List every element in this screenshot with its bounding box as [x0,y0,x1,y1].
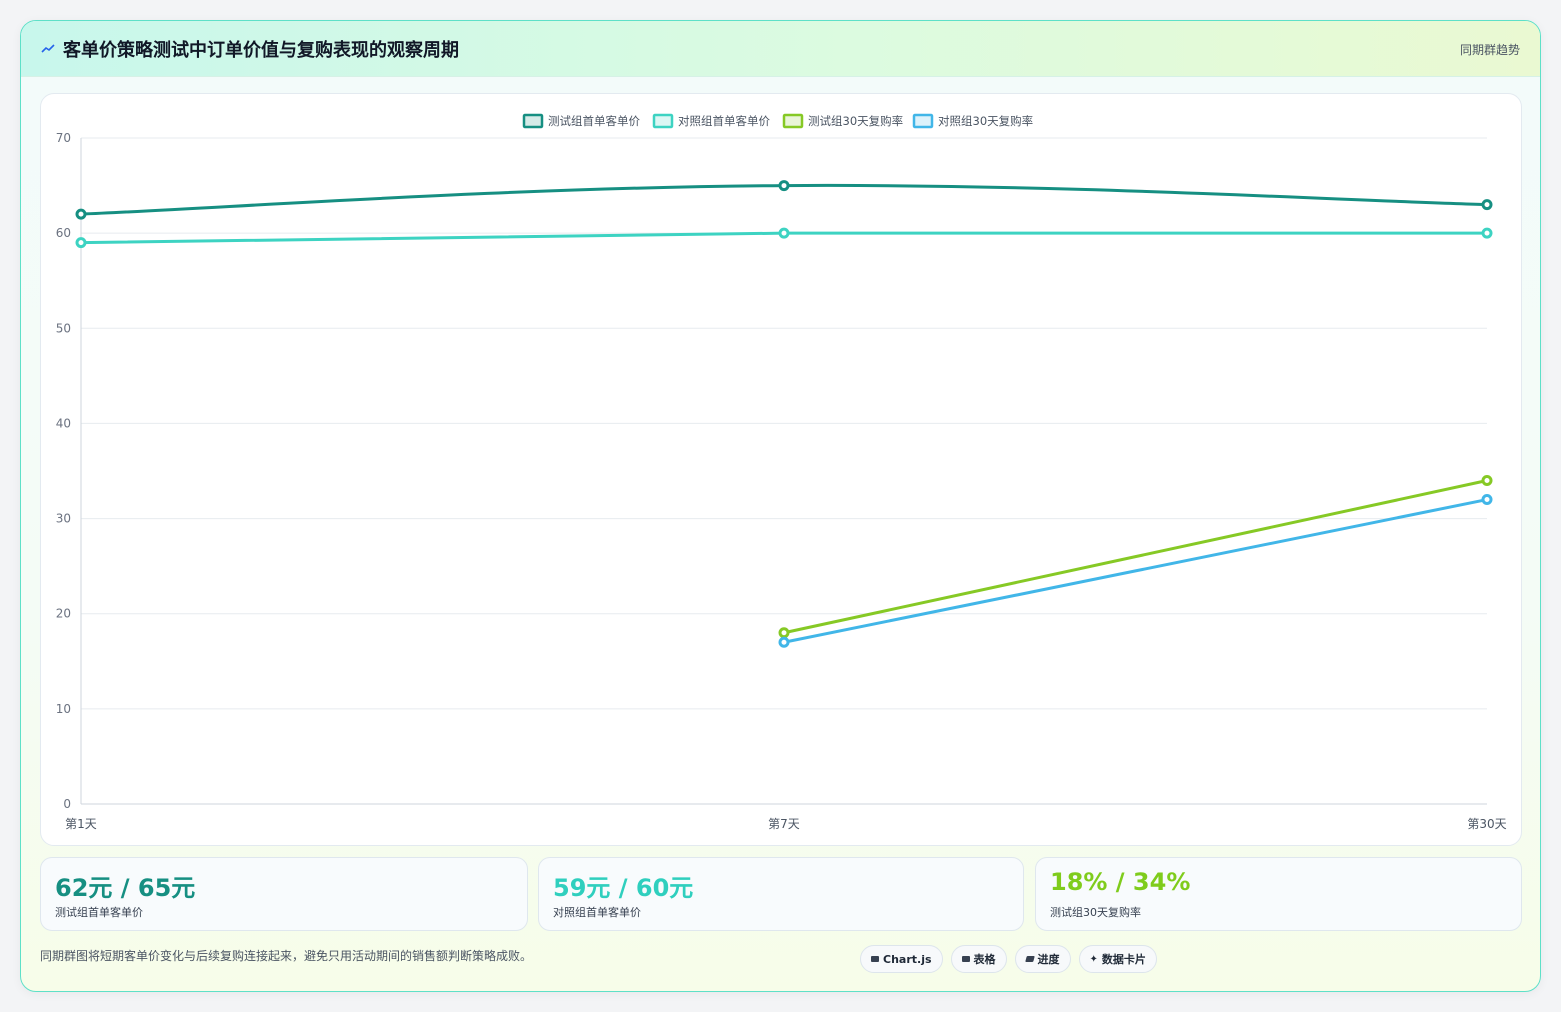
legend-swatch [522,113,544,129]
y-tick-label: 60 [56,226,71,240]
tech-chips: Chart.js 表格 进度 ✦ 数据卡片 [860,945,1157,973]
data-point [1481,475,1493,487]
chip-label: 进度 [1037,953,1060,966]
x-tick-label: 第1天 [65,817,97,831]
y-tick-label: 40 [56,416,71,430]
x-tick-label: 第30天 [1467,817,1506,831]
chart-icon [871,956,879,962]
chart-area: 0 10 20 30 40 50 60 70 第1天 第7天 第30天 测试组首单客单价 对照组首单客单… [40,93,1522,846]
stat-value: 62元 / 65元 [55,874,196,902]
chart-card: 客单价策略测试中订单价值与复购表现的观察周期 同期群趋势 0 10 20 30 40 50… [20,20,1541,992]
chip-chartjs[interactable]: Chart.js [860,945,943,973]
y-tick-label: 30 [56,512,71,526]
chip-label: Chart.js [883,952,932,966]
legend-label: 测试组30天复购率 [808,114,903,128]
stat-label: 测试组首单客单价 [55,906,143,919]
data-point [778,627,790,639]
series-line [783,479,1488,635]
legend-label: 测试组首单客单价 [548,114,640,128]
series-line [783,498,1488,644]
progress-icon [1024,956,1035,962]
stat-value: 18% / 34% [1050,868,1191,896]
legend-swatch [912,113,934,129]
legend-label: 对照组30天复购率 [938,114,1033,128]
legend-swatch [782,113,804,129]
table-icon [961,956,970,962]
data-point [778,180,790,192]
y-tick-label: 10 [56,702,71,716]
data-point [75,208,87,220]
data-point [778,636,790,648]
chip-table[interactable]: 表格 [950,945,1007,973]
page-title: 客单价策略测试中订单价值与复购表现的观察周期 [63,40,459,61]
stat-card-test-repurchase: 18% / 34% 测试组30天复购率 [1035,857,1522,931]
chip-progress[interactable]: 进度 [1014,945,1071,973]
data-point [75,237,87,249]
data-point [1481,199,1493,211]
sparkle-icon: ✦ [1089,953,1098,965]
data-point [1481,227,1493,239]
chip-label: 数据卡片 [1101,953,1146,966]
footnote: 同期群图将短期客单价变化与后续复购连接起来，避免只用活动期间的销售额判断策略成败… [40,949,533,963]
stat-card-control-aov: 59元 / 60元 对照组首单客单价 [538,857,1024,931]
trend-icon [41,44,55,53]
legend-swatch [652,113,674,129]
legend-label: 对照组首单客单价 [678,114,770,128]
card-header: 客单价策略测试中订单价值与复购表现的观察周期 同期群趋势 [21,21,1540,77]
data-point [778,227,790,239]
y-tick-label: 50 [56,321,71,335]
y-tick-label: 0 [63,797,71,811]
stat-label: 对照组首单客单价 [553,906,641,919]
line-chart: 0 10 20 30 40 50 60 70 第1天 第7天 第30天 测试组首单客单价 对照组首单客单… [56,113,1507,831]
chip-data-card[interactable]: ✦ 数据卡片 [1078,945,1157,973]
stat-value: 59元 / 60元 [553,874,694,902]
x-tick-label: 第7天 [768,817,800,831]
chip-label: 表格 [973,953,996,966]
cohort-badge: 同期群趋势 [1459,43,1520,57]
stat-card-test-aov: 62元 / 65元 测试组首单客单价 [40,857,528,931]
y-tick-label: 20 [56,607,71,621]
stat-label: 测试组30天复购率 [1050,906,1141,919]
y-tick-label: 70 [56,131,71,145]
data-point [1481,494,1493,506]
